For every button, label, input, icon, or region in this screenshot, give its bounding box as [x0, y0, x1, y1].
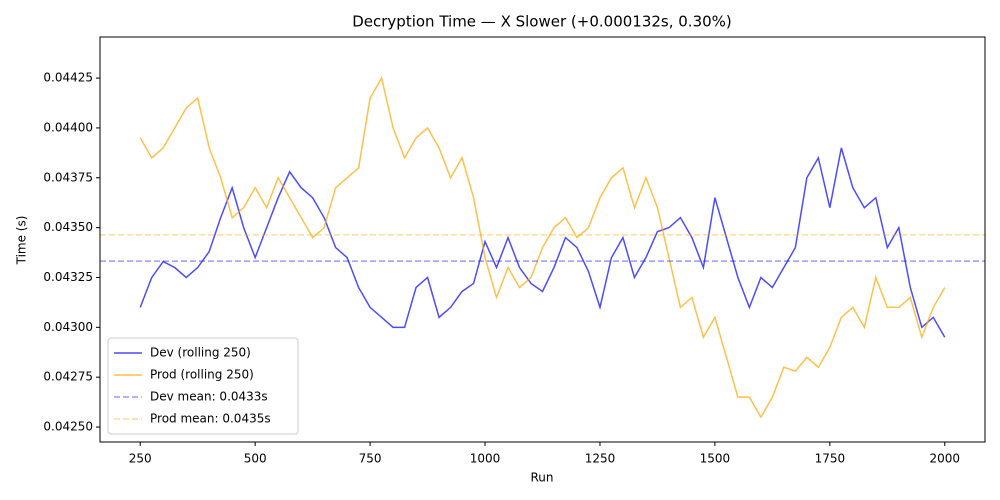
y-tick-label: 0.04325	[43, 270, 93, 284]
legend-box	[107, 337, 299, 435]
y-tick-label: 0.04375	[43, 170, 93, 184]
x-tick-label: 1500	[700, 452, 731, 466]
y-axis-label: Time (s)	[15, 216, 29, 266]
y-tick-label: 0.04300	[43, 320, 93, 334]
y-tick-label: 0.04425	[43, 71, 93, 85]
legend-label: Dev (rolling 250)	[150, 346, 251, 360]
chart-title: Decryption Time — X Slower (+0.000132s, …	[352, 13, 732, 31]
x-tick-label: 2000	[929, 452, 960, 466]
x-tick-label: 500	[244, 452, 267, 466]
legend-label: Prod (rolling 250)	[150, 368, 254, 382]
x-tick-label: 750	[359, 452, 382, 466]
x-tick-label: 1750	[815, 452, 846, 466]
x-axis-label: Run	[530, 471, 553, 485]
x-tick-label: 1000	[470, 452, 501, 466]
x-tick-label: 1250	[585, 452, 616, 466]
series-line	[139, 147, 946, 338]
y-tick-label: 0.04250	[43, 420, 93, 434]
plot-frame	[99, 36, 986, 443]
y-tick-label: 0.04400	[43, 120, 93, 134]
y-tick-label: 0.04275	[43, 370, 93, 384]
series-line	[139, 76, 946, 419]
x-tick-label: 250	[129, 452, 152, 466]
legend-label: Prod mean: 0.0435s	[150, 412, 271, 426]
y-tick-label: 0.04350	[43, 220, 93, 234]
legend-label: Dev mean: 0.0433s	[150, 390, 268, 404]
